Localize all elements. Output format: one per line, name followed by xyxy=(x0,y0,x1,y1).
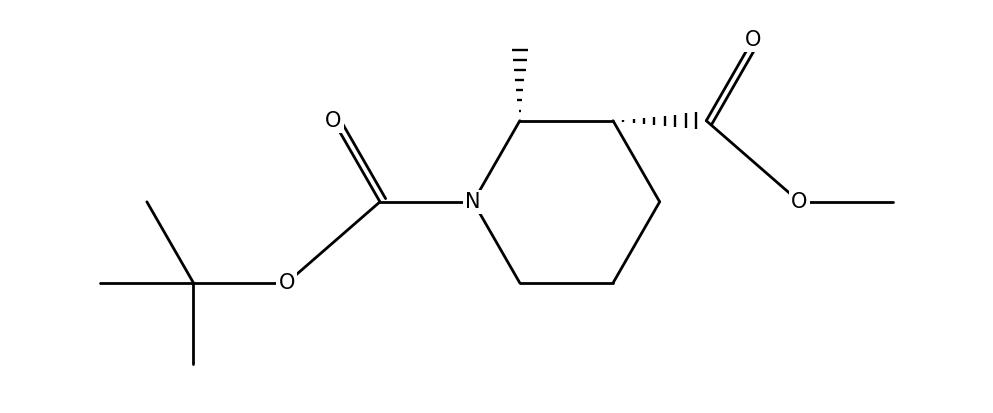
Text: O: O xyxy=(745,30,761,50)
Text: N: N xyxy=(466,192,481,212)
Text: O: O xyxy=(325,111,342,131)
Text: O: O xyxy=(791,192,807,212)
Text: O: O xyxy=(279,273,295,293)
